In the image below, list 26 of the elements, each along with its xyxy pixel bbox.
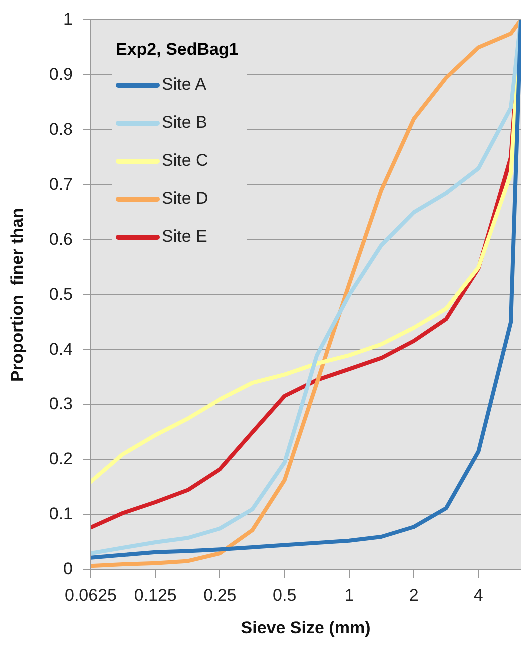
y-tick-label: 0.9	[49, 64, 73, 84]
x-tick-label: 0.0625	[65, 586, 117, 605]
legend-label: Site D	[162, 189, 208, 209]
y-tick-label: 0	[64, 560, 73, 579]
y-tick-label: 0.5	[49, 284, 73, 304]
y-tick-label: 0.6	[49, 230, 73, 249]
x-tick-label: 0.125	[134, 586, 177, 605]
y-axis-title: Proportion finer than	[8, 208, 27, 382]
x-tick-label: 4	[474, 586, 484, 605]
x-tick-label: 0.5	[273, 586, 297, 605]
x-axis-title: Sieve Size (mm)	[241, 618, 371, 638]
legend-label: Site E	[162, 227, 208, 247]
x-tick-label: 1	[344, 586, 354, 605]
x-tick-label: 0.25	[204, 586, 237, 605]
y-tick-label: 0.1	[49, 504, 73, 524]
legend-title: Exp2, SedBag1	[116, 40, 239, 60]
y-tick-label: 0.7	[49, 174, 73, 194]
legend-label: Site B	[162, 113, 208, 133]
y-tick-label: 0.8	[49, 120, 73, 139]
y-tick-label: 0.3	[49, 394, 73, 414]
y-tick-label: 1	[64, 10, 73, 29]
legend-label: Site C	[162, 151, 208, 171]
legend-label: Site A	[162, 75, 206, 95]
x-tick-label: 2	[409, 586, 419, 605]
y-tick-label: 0.2	[49, 450, 73, 469]
y-tick-label: 0.4	[49, 340, 73, 359]
